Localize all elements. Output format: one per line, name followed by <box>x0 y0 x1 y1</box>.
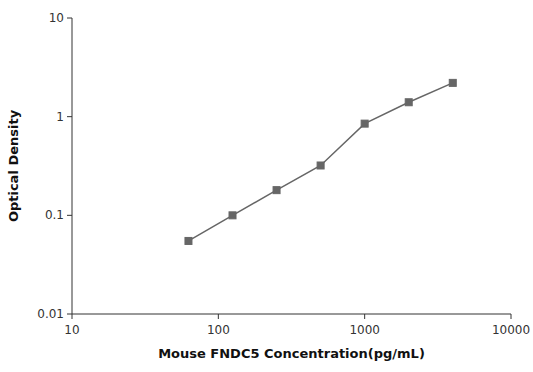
y-tick <box>67 116 72 117</box>
y-tick-label: 1 <box>56 110 64 124</box>
x-tick-label: 10 <box>64 323 79 337</box>
x-axis-line <box>72 314 511 315</box>
data-marker <box>405 99 412 106</box>
y-tick <box>67 18 72 19</box>
y-tick <box>67 215 72 216</box>
data-marker <box>449 79 456 86</box>
x-axis-label: Mouse FNDC5 Concentration(pg/mL) <box>158 346 425 361</box>
data-line <box>188 83 452 241</box>
data-marker <box>229 212 236 219</box>
plot-area <box>185 79 456 244</box>
y-axis-line <box>72 18 73 314</box>
x-tick-label: 10000 <box>492 323 530 337</box>
x-tick <box>364 314 365 319</box>
x-tick-label: 100 <box>207 323 230 337</box>
data-marker <box>361 120 368 127</box>
data-marker <box>185 237 192 244</box>
y-tick <box>67 314 72 315</box>
x-tick-label: 1000 <box>349 323 380 337</box>
x-tick <box>72 314 73 319</box>
x-tick <box>511 314 512 319</box>
y-tick-label: 0.1 <box>45 208 64 222</box>
data-marker <box>317 162 324 169</box>
x-tick <box>218 314 219 319</box>
chart: 10 100 1000 10000 0.01 0.1 1 10 Mouse FNDC5 Conc… <box>0 0 533 372</box>
y-tick-label: 0.01 <box>37 307 64 321</box>
y-axis-label: Optical Density <box>6 109 21 222</box>
y-tick-label: 10 <box>49 11 64 25</box>
data-marker <box>273 187 280 194</box>
